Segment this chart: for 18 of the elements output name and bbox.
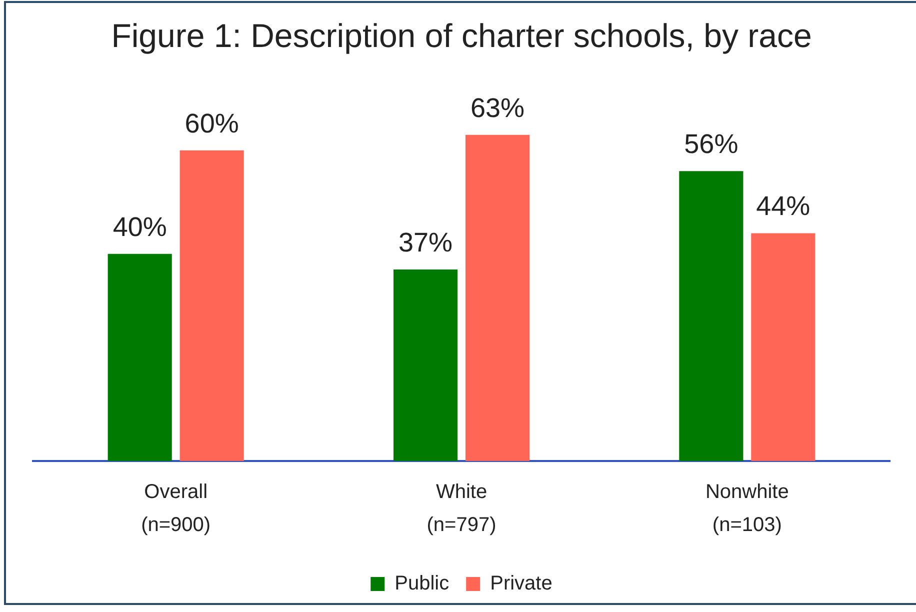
data-label: 63% [470, 92, 525, 123]
data-label: 60% [184, 108, 239, 138]
data-label: 40% [112, 212, 167, 242]
bar [180, 150, 244, 461]
legend-label: Private [490, 572, 552, 595]
bar [465, 134, 530, 461]
bar [393, 269, 458, 461]
chart-title: Figure 1: Description of charter schools, by race [111, 16, 812, 54]
x-tick-label: White (n=797) [426, 481, 496, 536]
bar [108, 254, 172, 461]
data-label: 37% [398, 227, 453, 258]
bar [751, 233, 816, 461]
x-tick-label: Overall (n=900) [141, 481, 211, 536]
legend-label: Public [394, 572, 450, 595]
bar [679, 171, 744, 461]
data-label: 56% [684, 129, 738, 160]
x-tick-label: Nonwhite (n=103) [705, 481, 789, 536]
data-label: 44% [756, 191, 810, 222]
